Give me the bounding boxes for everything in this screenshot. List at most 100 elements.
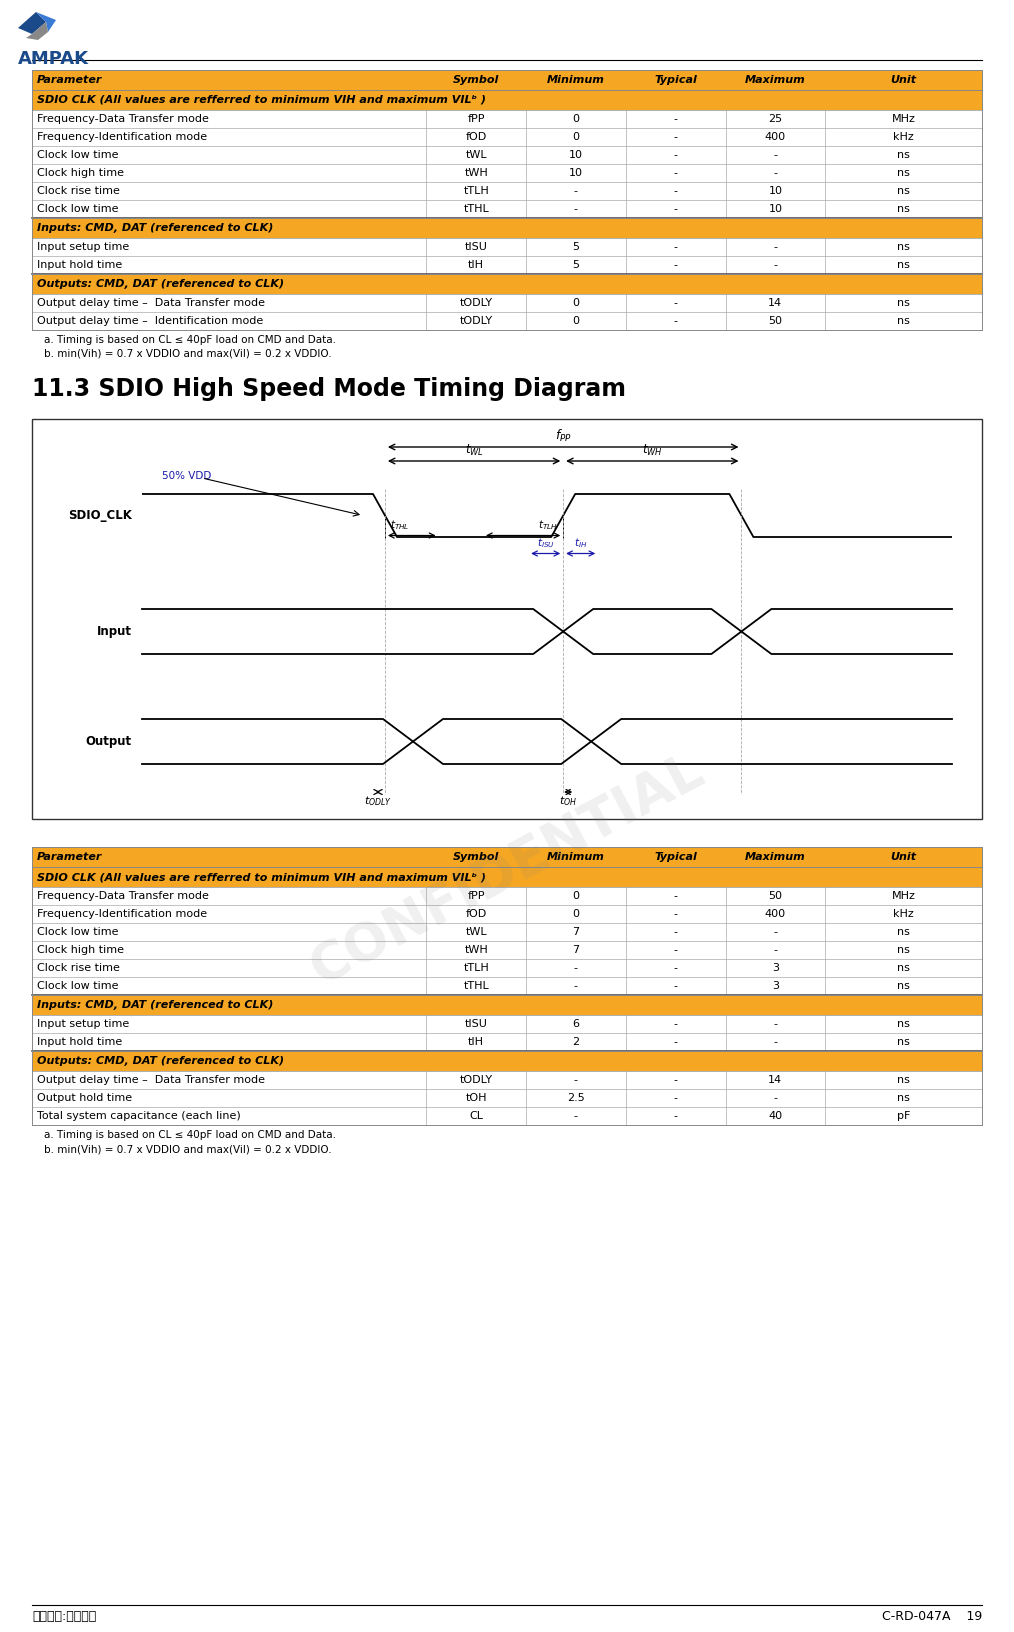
Bar (32, 1071, 982, 1089)
Bar (32, 1106, 982, 1124)
Text: Frequency-Identification mode: Frequency-Identification mode (37, 132, 207, 142)
Text: 5: 5 (572, 259, 579, 269)
Text: -: - (673, 963, 677, 973)
Text: ns: ns (897, 242, 910, 251)
Text: 400: 400 (765, 132, 786, 142)
Text: Clock high time: Clock high time (37, 945, 124, 955)
Text: Clock rise time: Clock rise time (37, 186, 120, 196)
Text: 7: 7 (572, 945, 579, 955)
Text: kHz: kHz (893, 909, 914, 919)
Text: Input setup time: Input setup time (37, 1018, 129, 1030)
Text: Minimum: Minimum (547, 75, 604, 85)
Text: -: - (673, 317, 677, 326)
Text: 50% VDD: 50% VDD (162, 472, 211, 481)
Text: -: - (673, 114, 677, 124)
Text: 0: 0 (572, 299, 579, 308)
Text: -: - (774, 259, 778, 269)
Text: Frequency-Data Transfer mode: Frequency-Data Transfer mode (37, 114, 209, 124)
Text: $t_{TLH}$: $t_{TLH}$ (538, 519, 558, 532)
Text: -: - (774, 1036, 778, 1048)
Text: Output delay time –  Data Transfer mode: Output delay time – Data Transfer mode (37, 299, 265, 308)
Text: -: - (673, 204, 677, 214)
Text: 3: 3 (772, 981, 779, 991)
Text: $t_{WL}$: $t_{WL}$ (464, 442, 484, 459)
Text: tISU: tISU (464, 242, 488, 251)
Text: Symbol: Symbol (453, 852, 499, 862)
Text: tIH: tIH (468, 1036, 484, 1048)
Text: MHz: MHz (891, 891, 916, 901)
Text: 14: 14 (769, 1075, 783, 1085)
Text: $t_{WH}$: $t_{WH}$ (642, 442, 663, 459)
Bar (32, 419, 982, 819)
Text: Output: Output (86, 734, 132, 747)
Text: -: - (673, 132, 677, 142)
Text: -: - (574, 1111, 578, 1121)
Text: ns: ns (897, 945, 910, 955)
Text: 0: 0 (572, 132, 579, 142)
Bar (32, 145, 982, 163)
Bar (32, 219, 982, 238)
Bar (32, 888, 982, 906)
Text: -: - (574, 981, 578, 991)
Text: 0: 0 (572, 317, 579, 326)
Text: ns: ns (897, 299, 910, 308)
Text: -: - (574, 1075, 578, 1085)
Text: tTLH: tTLH (463, 963, 489, 973)
Text: 50: 50 (769, 891, 783, 901)
Text: Input hold time: Input hold time (37, 1036, 123, 1048)
Text: tODLY: tODLY (459, 299, 493, 308)
Text: -: - (774, 150, 778, 160)
Text: 10: 10 (569, 168, 583, 178)
Text: -: - (673, 150, 677, 160)
Text: Clock rise time: Clock rise time (37, 963, 120, 973)
Text: 10: 10 (569, 150, 583, 160)
Text: $t_{ISU}$: $t_{ISU}$ (536, 537, 555, 550)
Text: tWH: tWH (464, 945, 488, 955)
Text: tODLY: tODLY (459, 1075, 493, 1085)
Bar (32, 1015, 982, 1033)
Text: -: - (673, 259, 677, 269)
Text: $f_{PP}$: $f_{PP}$ (555, 428, 572, 444)
Bar (32, 978, 982, 996)
Text: Typical: Typical (654, 852, 697, 862)
Text: -: - (574, 963, 578, 973)
Bar (32, 238, 982, 256)
Text: Input hold time: Input hold time (37, 259, 123, 269)
Text: 3: 3 (772, 963, 779, 973)
Text: -: - (673, 945, 677, 955)
Bar (32, 906, 982, 924)
Text: tOH: tOH (465, 1093, 487, 1103)
Text: $t_{ODLY}$: $t_{ODLY}$ (364, 795, 392, 808)
Text: ns: ns (897, 150, 910, 160)
Text: Parameter: Parameter (37, 75, 102, 85)
Text: -: - (774, 945, 778, 955)
Bar (32, 256, 982, 274)
Text: ns: ns (897, 927, 910, 937)
Bar (32, 1089, 982, 1106)
Text: Output hold time: Output hold time (37, 1093, 132, 1103)
Text: Clock low time: Clock low time (37, 927, 119, 937)
Bar (32, 274, 982, 294)
Text: Clock low time: Clock low time (37, 204, 119, 214)
Text: fOD: fOD (465, 132, 487, 142)
Text: ns: ns (897, 1036, 910, 1048)
Text: tODLY: tODLY (459, 317, 493, 326)
Text: $t_{THL}$: $t_{THL}$ (390, 519, 410, 532)
Text: Clock low time: Clock low time (37, 150, 119, 160)
Text: MHz: MHz (891, 114, 916, 124)
Text: 2: 2 (572, 1036, 579, 1048)
Text: 0: 0 (572, 909, 579, 919)
Text: Maximum: Maximum (745, 852, 806, 862)
Text: SDIO_CLK: SDIO_CLK (68, 509, 132, 522)
Text: Input: Input (97, 625, 132, 638)
Text: ns: ns (897, 963, 910, 973)
Text: $t_{OH}$: $t_{OH}$ (559, 795, 577, 808)
Text: Total system capacitance (each line): Total system capacitance (each line) (37, 1111, 240, 1121)
Text: b. min(Vih) = 0.7 x VDDIO and max(Vil) = 0.2 x VDDIO.: b. min(Vih) = 0.7 x VDDIO and max(Vil) =… (44, 349, 332, 359)
Text: 50: 50 (769, 317, 783, 326)
Text: 25: 25 (769, 114, 783, 124)
Text: 10: 10 (769, 204, 783, 214)
Text: 保存期限:最新版本: 保存期限:最新版本 (32, 1611, 96, 1622)
Polygon shape (26, 21, 48, 41)
Text: 0: 0 (572, 891, 579, 901)
